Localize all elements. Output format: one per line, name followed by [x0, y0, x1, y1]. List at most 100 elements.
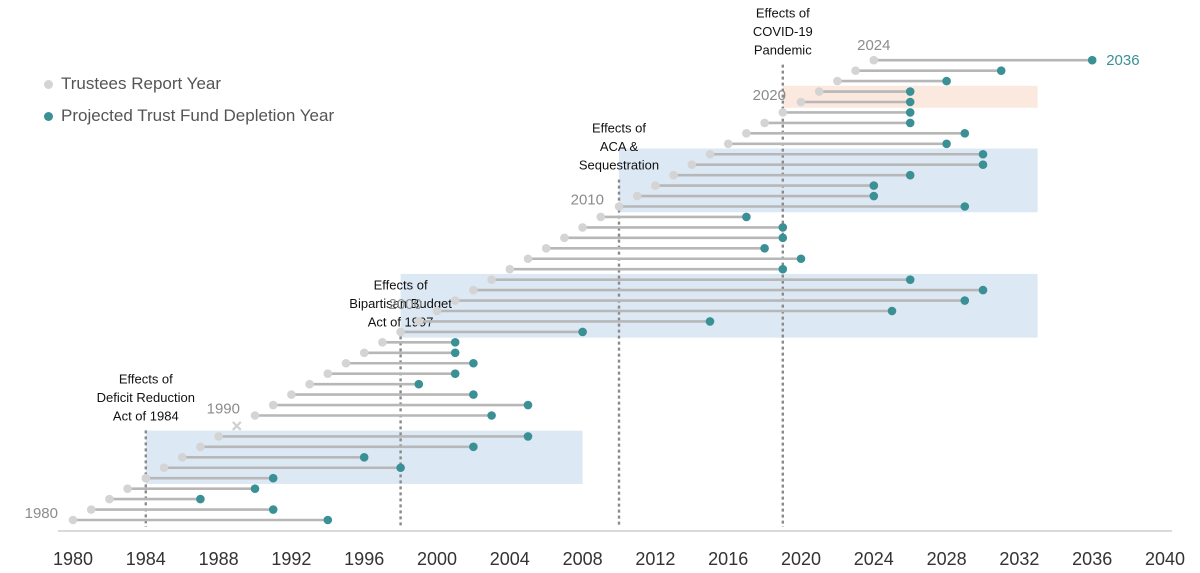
depletion-dot-2020 — [905, 97, 915, 107]
event-label-aca-sequestration-2: Sequestration — [579, 158, 659, 173]
event-label-covid-19-0: Effects of — [756, 6, 810, 21]
depletion-dot-2011 — [869, 191, 879, 201]
depletion-dot-2001 — [960, 296, 970, 305]
report-dot-2020 — [796, 97, 806, 107]
report-dot-2015 — [705, 149, 715, 159]
depletion-dot-1984 — [268, 473, 278, 483]
event-label-aca-sequestration-1: ACA & — [600, 139, 639, 154]
report-dot-2017 — [742, 129, 751, 138]
depletion-dot-2002 — [978, 285, 988, 295]
tick-label-2004: 2004 — [490, 549, 530, 569]
depletion-dot-2006 — [760, 244, 769, 253]
report-dot-2004 — [505, 264, 515, 274]
year-label-1990: 1990 — [207, 401, 240, 418]
depletion-dot-1993 — [414, 379, 424, 389]
depletion-dot-2003 — [905, 275, 915, 284]
depletion-dot-1998 — [578, 327, 587, 337]
depletion-dot-2009 — [742, 212, 751, 222]
year-label-2000: 2000 — [389, 296, 422, 313]
depletion-dot-1992 — [469, 390, 478, 399]
depletion-dot-2014 — [978, 160, 988, 169]
report-dot-2023 — [851, 66, 860, 75]
depletion-dot-2013 — [905, 170, 915, 180]
depletion-dot-2021 — [905, 87, 915, 96]
report-dot-1998 — [396, 327, 405, 337]
tick-label-2016: 2016 — [708, 549, 748, 569]
depletion-dot-2010 — [960, 202, 970, 211]
report-dot-2022 — [833, 76, 842, 86]
tick-label-1992: 1992 — [271, 549, 311, 569]
year-label-1980: 1980 — [25, 505, 58, 522]
depletion-dot-2008 — [778, 223, 788, 232]
report-dot-1980 — [68, 515, 78, 525]
tick-label-1996: 1996 — [344, 549, 384, 569]
report-dot-1981 — [86, 505, 96, 514]
report-dot-1993 — [305, 379, 314, 389]
report-dot-2024 — [869, 55, 879, 65]
legend: Trustees Report Year Projected Trust Fun… — [44, 74, 334, 138]
depletion-dot-2017 — [960, 129, 970, 138]
depletion-dot-2022 — [942, 76, 951, 86]
event-label-covid-19-1: COVID-19 — [753, 24, 813, 39]
depletion-dot-1982 — [196, 494, 205, 504]
tick-label-2024: 2024 — [854, 549, 894, 569]
depletion-dot-1981 — [268, 505, 278, 514]
report-dot-2012 — [651, 181, 660, 190]
legend-report-label: Trustees Report Year — [61, 74, 222, 93]
depletion-dot-1996 — [450, 348, 460, 358]
report-dot-2006 — [541, 244, 551, 253]
depletion-dot-1987 — [469, 442, 478, 452]
report-dot-1997 — [378, 338, 387, 347]
event-label-covid-19-2: Pandemic — [754, 43, 812, 58]
report-dot-2009 — [596, 212, 606, 222]
event-label-bipartisan-budget-0: Effects of — [374, 277, 428, 292]
report-dot-2008 — [578, 223, 587, 232]
tick-label-2000: 2000 — [417, 549, 457, 569]
report-dot-1987 — [196, 442, 205, 452]
depletion-dot-1986 — [359, 453, 369, 462]
event-lines: Effects of Deficit Reduction Act of 1984 Ef… — [97, 6, 813, 527]
report-dot-1994 — [323, 369, 333, 379]
tick-label-1980: 1980 — [53, 549, 93, 569]
report-dot-1995 — [341, 358, 351, 368]
report-dot-2011 — [632, 191, 642, 201]
tick-label-1988: 1988 — [199, 549, 239, 569]
event-label-aca-sequestration-0: Effects of — [592, 121, 646, 136]
depletion-dot-2019 — [905, 108, 915, 117]
report-dot-1992 — [287, 390, 296, 399]
highlight-bands — [145, 85, 1038, 484]
x-axis-ticks: 1980 1984 1988 1992 1996 2000 2004 2008 2012 2016… — [53, 549, 1185, 569]
depletion-dot-2004 — [778, 264, 788, 274]
tick-label-2032: 2032 — [999, 549, 1039, 569]
report-dot-2005 — [523, 254, 533, 264]
legend-depletion-label: Projected Trust Fund Depletion Year — [61, 106, 335, 125]
data-rows — [68, 55, 1097, 525]
legend-item-report: Trustees Report Year — [44, 74, 334, 94]
report-dot-icon — [44, 79, 53, 89]
report-dot-2016 — [723, 139, 733, 149]
depletion-dot-1983 — [250, 484, 260, 493]
tick-label-2012: 2012 — [635, 549, 675, 569]
report-dot-1990 — [250, 411, 260, 420]
depletion-dot-2024 — [1087, 55, 1097, 65]
band-2010-2015 — [619, 148, 1038, 213]
depletion-dot-2015 — [978, 149, 988, 159]
year-label-2020: 2020 — [753, 87, 786, 104]
report-dot-1983 — [123, 484, 132, 493]
depletion-dot-1994 — [450, 369, 460, 379]
depletion-dot-1991 — [523, 400, 533, 410]
year-labels: 1980 1990 2000 2010 2020 2024 2036 — [25, 37, 1140, 522]
depletion-dot-1985 — [396, 463, 405, 473]
depletion-dot-2023 — [996, 66, 1006, 75]
depletion-dot-1988 — [523, 432, 533, 441]
depletion-dot-1980 — [323, 515, 333, 525]
year-label-2024: 2024 — [857, 37, 890, 54]
depletion-dot-2005 — [796, 254, 806, 264]
tick-label-2028: 2028 — [927, 549, 967, 569]
event-label-deficit-reduction-2: Act of 1984 — [113, 408, 179, 423]
report-dot-1999 — [414, 317, 424, 326]
depletion-dot-1997 — [450, 338, 460, 347]
tick-label-2020: 2020 — [781, 549, 821, 569]
report-dot-2018 — [760, 118, 769, 128]
